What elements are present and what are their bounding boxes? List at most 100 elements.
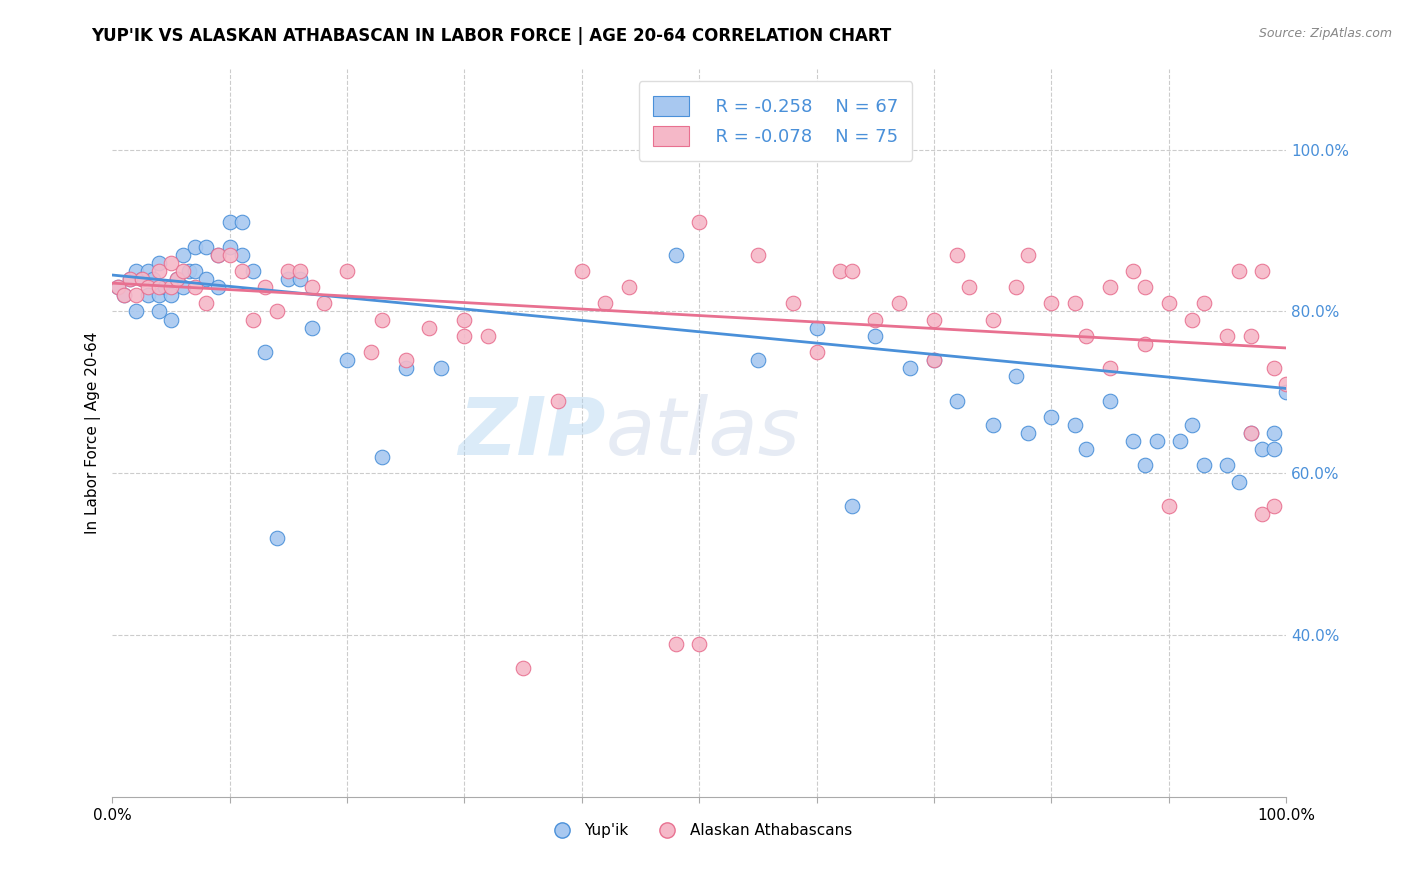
Point (1005, 280, 1028, 294)
Point (136, 264, 159, 278)
Point (172, 280, 194, 294)
Point (131, 272, 153, 286)
Point (301, 280, 323, 294)
Point (900, 361, 922, 376)
Point (1098, 393, 1121, 408)
Point (125, 288, 148, 302)
Point (1063, 296, 1085, 310)
Point (1192, 458, 1215, 473)
Point (242, 264, 264, 278)
Point (253, 345, 276, 359)
Point (1216, 458, 1239, 473)
Point (688, 215, 710, 229)
Point (195, 240, 218, 254)
Point (1240, 425, 1263, 440)
Point (595, 296, 617, 310)
Point (782, 296, 804, 310)
Point (1017, 425, 1039, 440)
Point (863, 312, 886, 326)
Point (1133, 337, 1156, 351)
Point (336, 353, 359, 368)
Point (336, 264, 359, 278)
Point (1098, 280, 1121, 294)
Text: ZIP: ZIP (458, 394, 606, 472)
Point (688, 636, 710, 650)
Point (887, 296, 910, 310)
Point (112, 288, 135, 302)
Point (183, 280, 205, 294)
Point (547, 393, 569, 408)
Point (288, 272, 311, 286)
Point (218, 215, 240, 229)
Point (207, 280, 229, 294)
Point (1133, 458, 1156, 473)
Text: atlas: atlas (606, 394, 800, 472)
Point (1251, 507, 1274, 521)
Point (166, 272, 188, 286)
Point (1216, 328, 1239, 343)
Point (177, 264, 200, 278)
Point (277, 264, 299, 278)
Point (806, 320, 828, 334)
Point (1181, 417, 1204, 432)
Point (981, 312, 1004, 326)
Point (371, 312, 394, 326)
Point (1076, 442, 1098, 457)
Point (301, 320, 323, 334)
Point (183, 240, 205, 254)
Point (118, 272, 141, 286)
Point (360, 345, 382, 359)
Point (512, 661, 534, 675)
Point (231, 248, 253, 262)
Point (863, 328, 886, 343)
Point (806, 345, 828, 359)
Point (131, 272, 153, 286)
Point (1251, 264, 1274, 278)
Point (148, 280, 170, 294)
Point (277, 272, 299, 286)
Point (107, 280, 129, 294)
Point (172, 248, 194, 262)
Point (288, 264, 311, 278)
Point (166, 272, 188, 286)
Text: Source: ZipAtlas.com: Source: ZipAtlas.com (1258, 27, 1392, 40)
Point (1133, 280, 1156, 294)
Point (430, 361, 453, 376)
Point (207, 248, 229, 262)
Point (1098, 361, 1121, 376)
Point (1157, 499, 1180, 513)
Point (1122, 264, 1144, 278)
Point (371, 450, 394, 465)
Point (1146, 434, 1168, 448)
Point (1005, 369, 1028, 384)
Point (571, 264, 593, 278)
Point (1122, 434, 1144, 448)
Point (747, 353, 769, 368)
Point (1275, 377, 1298, 392)
Point (1240, 328, 1263, 343)
Point (1263, 425, 1285, 440)
Point (160, 280, 183, 294)
Point (266, 531, 288, 545)
Point (922, 353, 945, 368)
Point (155, 280, 177, 294)
Point (1263, 442, 1285, 457)
Point (1275, 385, 1298, 400)
Point (922, 353, 945, 368)
Point (183, 264, 205, 278)
Point (1063, 417, 1085, 432)
Point (148, 264, 170, 278)
Point (148, 256, 170, 270)
Point (841, 264, 863, 278)
Point (1227, 475, 1250, 489)
Point (395, 353, 418, 368)
Point (1017, 248, 1039, 262)
Point (1181, 312, 1204, 326)
Text: YUP'IK VS ALASKAN ATHABASCAN IN LABOR FORCE | AGE 20-64 CORRELATION CHART: YUP'IK VS ALASKAN ATHABASCAN IN LABOR FO… (91, 27, 891, 45)
Point (1040, 296, 1063, 310)
Point (231, 264, 253, 278)
Point (1192, 296, 1215, 310)
Point (218, 240, 240, 254)
Point (477, 328, 499, 343)
Point (946, 393, 969, 408)
